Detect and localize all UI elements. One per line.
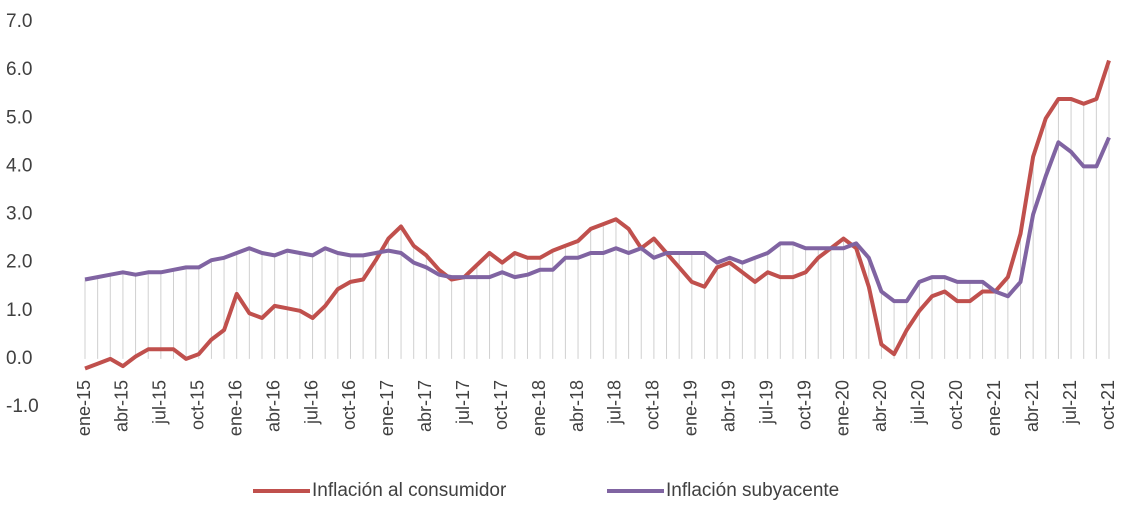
x-tick-label: ene-17 bbox=[377, 380, 397, 436]
x-tick-label: jul-17 bbox=[453, 380, 473, 425]
x-tick-label: abr-16 bbox=[263, 380, 283, 432]
x-tick-label: oct-16 bbox=[339, 380, 359, 430]
legend-label: Inflación subyacente bbox=[666, 480, 839, 501]
x-tick-label: oct-19 bbox=[794, 380, 814, 430]
x-tick-label: oct-20 bbox=[946, 380, 966, 430]
y-tick-label: 5.0 bbox=[6, 107, 32, 128]
y-tick-label: 4.0 bbox=[6, 155, 32, 176]
x-tick-label: jul-16 bbox=[301, 380, 321, 425]
x-tick-label: jul-18 bbox=[605, 380, 625, 425]
y-tick-label: 7.0 bbox=[6, 11, 32, 32]
x-tick-label: ene-21 bbox=[984, 380, 1004, 436]
x-tick-label: abr-19 bbox=[718, 380, 738, 432]
x-tick-label: oct-15 bbox=[188, 380, 208, 430]
x-tick-label: abr-20 bbox=[870, 380, 890, 432]
y-tick-label: 6.0 bbox=[6, 59, 32, 80]
series-line bbox=[84, 136, 1111, 304]
x-tick-label: ene-16 bbox=[225, 380, 245, 436]
x-tick-label: jul-19 bbox=[756, 380, 776, 425]
x-tick-label: abr-17 bbox=[415, 380, 435, 432]
x-tick-label: jul-21 bbox=[1060, 380, 1080, 425]
y-tick-label: 2.0 bbox=[6, 252, 32, 273]
x-tick-label: ene-18 bbox=[529, 380, 549, 436]
x-tick-label: oct-21 bbox=[1098, 380, 1118, 430]
y-tick-label: 0.0 bbox=[6, 348, 32, 369]
y-tick-label: 3.0 bbox=[6, 204, 32, 225]
x-tick-label: abr-15 bbox=[112, 380, 132, 432]
x-tick-label: oct-18 bbox=[643, 380, 663, 430]
x-tick-label: oct-17 bbox=[491, 380, 511, 430]
x-tick-label: abr-18 bbox=[567, 380, 587, 432]
x-tick-label: ene-19 bbox=[681, 380, 701, 436]
y-tick-label: 1.0 bbox=[6, 300, 32, 321]
x-tick-label: jul-20 bbox=[908, 380, 928, 425]
x-tick-label: abr-21 bbox=[1022, 380, 1042, 432]
x-tick-label: ene-15 bbox=[74, 380, 94, 436]
series-line bbox=[84, 59, 1111, 371]
x-tick-label: ene-20 bbox=[832, 380, 852, 436]
x-tick-label: jul-15 bbox=[150, 380, 170, 425]
y-tick-label: -1.0 bbox=[6, 396, 39, 417]
legend-label: Inflación al consumidor bbox=[312, 480, 507, 501]
